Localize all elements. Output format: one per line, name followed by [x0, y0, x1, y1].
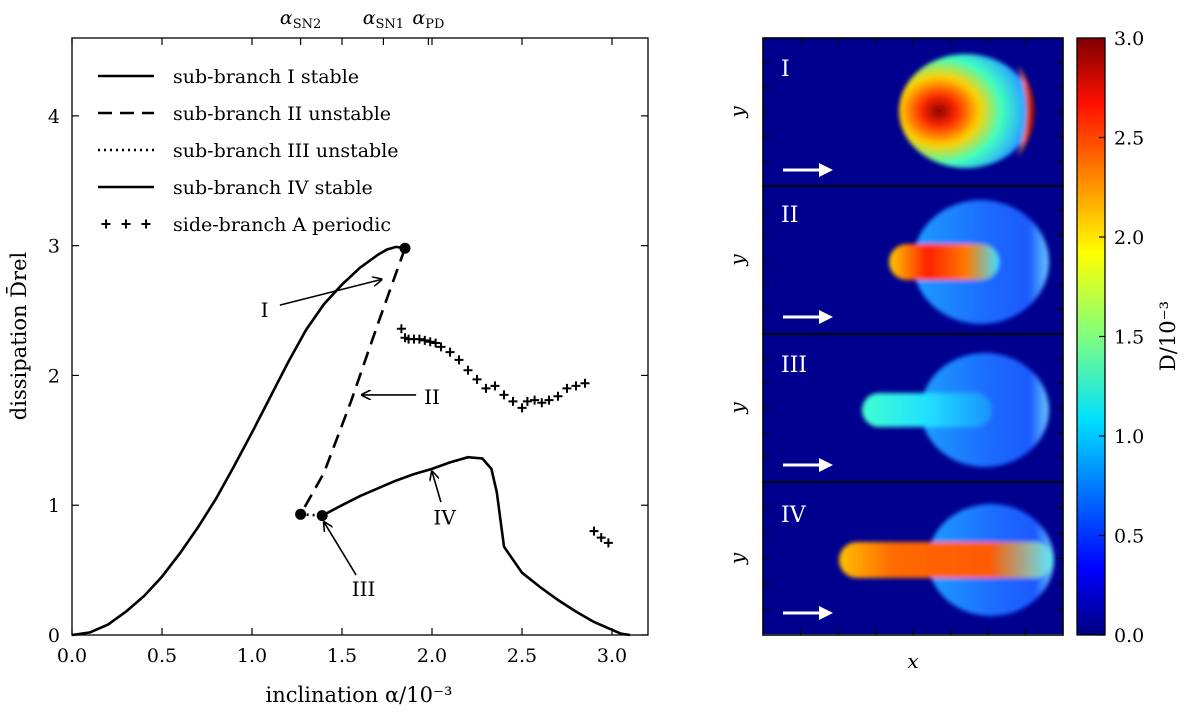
y-tick-label: 2 [48, 365, 60, 387]
colorbar-tick-label: 3.0 [1114, 28, 1144, 50]
y-tick-label: 1 [48, 495, 60, 517]
panel-label: I [781, 57, 790, 82]
marker-point [530, 395, 540, 405]
colorbar-tick-label: 2.5 [1114, 128, 1144, 150]
marker-point [562, 383, 572, 393]
marker-point [544, 395, 554, 405]
marker-point [580, 378, 590, 388]
marker-point [425, 337, 435, 347]
top-tick-label: αSN2 [280, 7, 321, 32]
marker-point [517, 403, 527, 413]
panel-label: II [781, 203, 798, 228]
marker-point [445, 347, 455, 357]
marker-point [454, 355, 464, 365]
annotation-label: IV [433, 506, 456, 530]
legend-label: side-branch A periodic [173, 214, 391, 236]
legend-label: sub-branch IV stable [173, 177, 373, 199]
legend-marker [141, 219, 151, 229]
annotation-label: III [352, 577, 376, 601]
droplet-head [899, 54, 1033, 168]
series-line [71, 245, 406, 637]
marker-point [472, 374, 482, 384]
marker-point [537, 398, 547, 408]
annotation-arrow [324, 522, 357, 576]
marker-point [603, 538, 613, 548]
plot-frame [71, 37, 649, 636]
panel-y-label: y [725, 552, 749, 565]
bifurcation-point [295, 508, 307, 520]
series-line [321, 455, 631, 637]
marker-point [420, 335, 430, 345]
legend-label: sub-branch III unstable [173, 140, 399, 162]
panel-label: IV [781, 503, 807, 528]
droplet-tail [889, 244, 999, 280]
colorbar-tick-label: 0.5 [1114, 526, 1144, 548]
bifurcation-point [316, 510, 328, 522]
x-axis-label: inclination α/10⁻³ [266, 683, 453, 707]
droplet-tail [839, 542, 1053, 578]
y-tick-label: 4 [48, 106, 60, 128]
colorbar: 0.0 0.5 1.0 1.5 2.0 2.5 3.0 D/10⁻³ [1076, 28, 1180, 647]
marker-point [431, 338, 441, 348]
panel-label: III [781, 353, 807, 378]
top-tick-label: αPD [412, 7, 444, 32]
colorbar-tick-label: 1.5 [1114, 327, 1144, 349]
marker-point [508, 396, 518, 406]
panel-y-label: y [725, 402, 749, 415]
marker-point [596, 533, 606, 543]
marker-point [499, 390, 509, 400]
annotation-arrow [432, 471, 442, 503]
y-axis-label: dissipation D̄rel [6, 252, 31, 421]
colorbar-tick-label: 0.0 [1114, 625, 1144, 647]
heatmap-panel-3: III [763, 334, 1063, 482]
annotation-label: I [261, 298, 269, 322]
marker-point [414, 334, 424, 344]
legend-label: sub-branch II unstable [173, 103, 391, 125]
marker-point [553, 391, 563, 401]
droplet-tail [862, 393, 992, 427]
y-tick-label: 3 [48, 236, 60, 258]
colorbar-label: D/10⁻³ [1156, 301, 1180, 371]
series-side-branch-a [396, 324, 613, 548]
x-tick-label: 0.0 [57, 645, 87, 667]
legend-label: sub-branch I stable [173, 66, 359, 88]
y-tick-label: 0 [48, 625, 60, 647]
panel-y-label: y [725, 254, 749, 267]
marker-point [436, 342, 446, 352]
legend: sub-branch I stable sub-branch II unstabl… [98, 66, 399, 236]
heatmap-panel-1: I [763, 38, 1063, 186]
marker-point [571, 381, 581, 391]
x-tick-label: 3.0 [597, 645, 627, 667]
marker-point [589, 526, 599, 536]
heatmap-panel-4: IV [763, 482, 1063, 634]
marker-point [490, 381, 500, 391]
annotation-arrow [279, 279, 382, 306]
x-tick-label: 1.0 [237, 645, 267, 667]
marker-point [522, 396, 532, 406]
panel-y-label: y [725, 106, 749, 119]
marker-point [481, 383, 491, 393]
colorbar-tick-label: 2.0 [1114, 227, 1144, 249]
marker-point [396, 324, 406, 334]
x-tick-label: 2.5 [507, 645, 537, 667]
x-tick-label: 1.5 [327, 645, 357, 667]
colorbar-tick-label: 1.0 [1114, 426, 1144, 448]
heatmap-panel-2: II [763, 186, 1063, 334]
annotation-label: II [424, 385, 440, 409]
top-tick-label: αSN1 [363, 7, 404, 32]
legend-marker [121, 219, 131, 229]
x-tick-label: 2.0 [417, 645, 447, 667]
bifurcation-point [399, 242, 411, 254]
series-line [299, 247, 407, 515]
legend-marker [101, 219, 111, 229]
x-tick-label: 0.5 [147, 645, 177, 667]
heatmap-x-label: x [907, 649, 918, 673]
marker-point [463, 365, 473, 375]
heatmap-panels: I II III [725, 37, 1064, 673]
